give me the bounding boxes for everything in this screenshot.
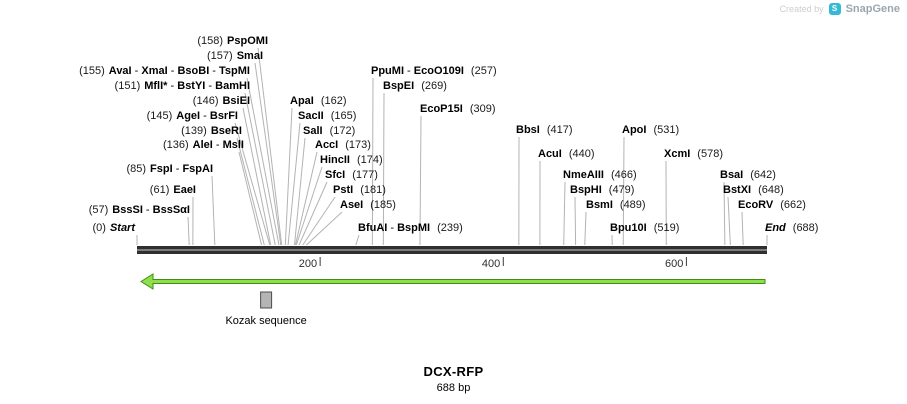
orf-arrow[interactable] [140, 273, 766, 290]
leader-line [371, 77, 374, 246]
leader-line [242, 107, 272, 246]
restriction-site-label[interactable]: AseI (185) [340, 199, 396, 211]
leader-line [382, 92, 385, 246]
restriction-site-label[interactable]: End (688) [765, 222, 819, 234]
leader-line [287, 122, 301, 246]
leader-line [419, 115, 422, 246]
restriction-site-label[interactable]: SalI (172) [303, 125, 356, 137]
restriction-site-label[interactable]: (57) BssSI - BssSαI [88, 204, 190, 216]
restriction-site-label[interactable]: (158) PspOMI [197, 35, 268, 47]
restriction-site-label[interactable]: BbsI (417) [516, 124, 573, 136]
restriction-site-label[interactable]: BstXI (648) [723, 184, 784, 196]
leader-line [211, 175, 216, 246]
leader-line [236, 137, 265, 246]
restriction-site-label[interactable]: (0) Start [92, 222, 135, 234]
restriction-site-label[interactable]: BfuAI - BspMI (239) [358, 222, 463, 234]
restriction-site-label[interactable]: PpuMI - EcoO109I (257) [371, 65, 497, 77]
restriction-site-label[interactable]: (145) AgeI - BsrFI [146, 110, 238, 122]
restriction-site-label[interactable]: BspEI (269) [383, 80, 447, 92]
ruler-tick-label: 200 [299, 258, 317, 270]
leader-line [355, 234, 360, 246]
leader-line [302, 196, 336, 246]
restriction-site-label[interactable]: (139) BseRI [181, 125, 242, 137]
leader-line [244, 92, 276, 246]
map-length: 688 bp [436, 382, 471, 394]
restriction-site-label[interactable]: HincII (174) [320, 154, 383, 166]
restriction-site-label[interactable]: XcmI (578) [664, 148, 723, 160]
leader-line [294, 151, 318, 246]
leader-line [187, 216, 190, 246]
restriction-site-label[interactable]: (151) MflI* - BstYI - BamHI [114, 80, 250, 92]
leader-line [257, 47, 283, 246]
watermark-brand: SnapGene [845, 3, 900, 15]
restriction-site-label[interactable]: (85) FspI - FspAI [126, 163, 213, 175]
restriction-site-label[interactable]: (155) AvaI - XmaI - BsoBI - TspMI [79, 65, 250, 77]
restriction-site-label[interactable]: EcoRV (662) [738, 199, 806, 211]
restriction-site-label[interactable]: BsmI (489) [586, 199, 646, 211]
restriction-site-label[interactable]: NmeAIII (466) [563, 169, 637, 181]
watermark-credit-text: Created by [779, 4, 824, 14]
restriction-site-label[interactable]: PstI (181) [333, 184, 386, 196]
leader-line [254, 62, 282, 246]
leader-line [234, 122, 271, 246]
kozak-feature-box[interactable] [260, 291, 273, 309]
watermark: Created by S SnapGene [780, 3, 900, 15]
restriction-site-label[interactable]: EcoP15I (309) [420, 103, 496, 115]
restriction-site-label[interactable]: SacII (165) [298, 110, 357, 122]
title-block: DCX-RFP 688 bp [0, 364, 907, 394]
ruler-tick-label: 600 [665, 258, 683, 270]
restriction-site-label[interactable]: AccI (173) [315, 139, 371, 151]
restriction-site-label[interactable]: ApoI (531) [622, 124, 680, 136]
restriction-site-label[interactable]: SfcI (177) [325, 169, 378, 181]
leader-line [584, 211, 587, 246]
ruler-tick-label: 400 [482, 258, 500, 270]
leader-line [741, 211, 744, 246]
restriction-site-label[interactable]: (61) EaeI [149, 184, 196, 196]
leader-line [727, 196, 731, 246]
leader-line [622, 136, 625, 246]
leader-line [298, 181, 328, 246]
restriction-site-label[interactable]: BsaI (642) [720, 169, 776, 181]
snapgene-logo-letter: S [831, 4, 838, 13]
restriction-site-label[interactable]: Bpu10I (519) [610, 222, 680, 234]
leader-line [306, 211, 343, 246]
leader-line [563, 181, 566, 246]
leader-line [246, 77, 280, 246]
restriction-site-label[interactable]: AcuI (440) [538, 148, 595, 160]
map-title: DCX-RFP [423, 364, 484, 379]
leader-line [238, 151, 263, 246]
sequence-bar-strand-gap [137, 249, 767, 251]
leader-line [574, 196, 577, 246]
restriction-site-label[interactable]: (136) AleI - MslI [162, 139, 244, 151]
leader-line [284, 107, 293, 246]
restriction-site-label[interactable]: (157) SmaI [207, 50, 263, 62]
feature-label: Kozak sequence [225, 315, 307, 327]
restriction-site-label[interactable]: (146) BsiEI [192, 95, 250, 107]
restriction-site-label[interactable]: ApaI (162) [290, 95, 347, 107]
leader-line [723, 181, 726, 246]
leader-line [294, 137, 306, 246]
leader-line [295, 166, 323, 246]
restriction-site-label[interactable]: BspHI (479) [570, 184, 635, 196]
snapgene-logo-icon: S [828, 3, 841, 15]
